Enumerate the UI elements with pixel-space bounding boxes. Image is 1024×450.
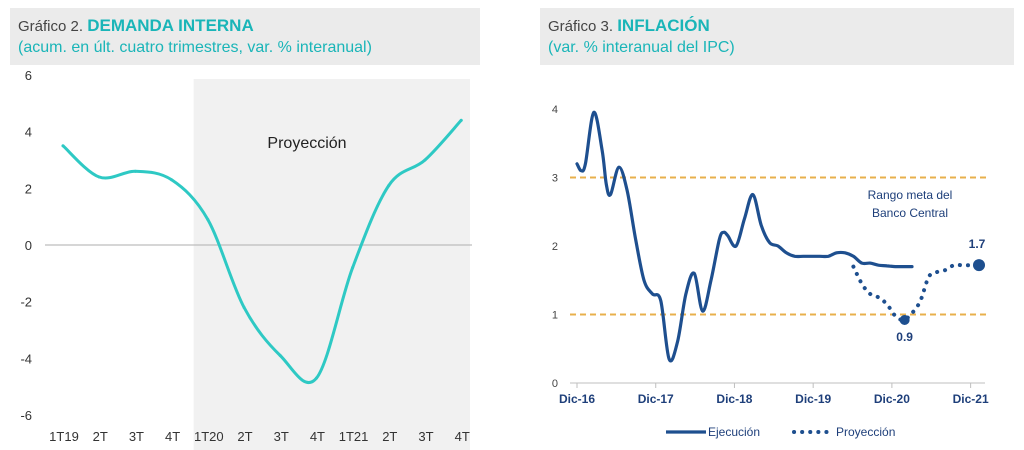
y-tick-label: 4 xyxy=(25,125,32,140)
y-tick-label: 1 xyxy=(552,310,558,322)
target-band-label-line1: Rango meta del xyxy=(868,188,953,202)
chart-subtitle: (acum. en últ. cuatro trimestres, var. %… xyxy=(18,39,372,56)
y-tick-label: 4 xyxy=(552,104,558,116)
data-point xyxy=(351,266,355,270)
data-point xyxy=(459,118,463,122)
y-tick-label: -4 xyxy=(20,351,32,366)
data-point xyxy=(61,144,65,148)
x-tick-label: 4T xyxy=(455,429,470,444)
y-tick-label: -6 xyxy=(20,408,32,423)
x-tick-label: Dic-16 xyxy=(559,392,595,406)
x-tick-label: 4T xyxy=(310,429,325,444)
projection-shade xyxy=(193,79,470,450)
x-tick-label: Dic-19 xyxy=(795,392,831,406)
chart-title-prefix: Gráfico 3. xyxy=(548,18,614,35)
data-point xyxy=(278,354,282,357)
x-tick-label: 1T19 xyxy=(49,429,79,444)
chart-header: Gráfico 2. DEMANDA INTERNA (acum. en últ… xyxy=(10,8,480,65)
y-tick-label: -2 xyxy=(20,295,32,310)
x-tick-label: Dic-20 xyxy=(874,392,910,406)
data-point xyxy=(387,184,391,187)
chart-title: Gráfico 3. INFLACIÓN xyxy=(548,16,1014,37)
y-tick-label: 2 xyxy=(552,241,558,253)
x-tick-label: 2T xyxy=(237,429,252,444)
data-point xyxy=(133,169,137,173)
chart-title-main: DEMANDA INTERNA xyxy=(87,16,254,35)
y-tick-label: 2 xyxy=(25,181,32,196)
min-point-marker xyxy=(899,314,910,325)
x-tick-label: 3T xyxy=(274,429,289,444)
chart-title-main: INFLACIÓN xyxy=(617,16,710,35)
projection-label: Proyección xyxy=(267,135,346,152)
x-tick-label: 2T xyxy=(93,429,108,444)
y-tick-label: 6 xyxy=(25,68,32,83)
chart-demanda-interna: Gráfico 2. DEMANDA INTERNA (acum. en últ… xyxy=(0,0,490,450)
x-tick-label: 4T xyxy=(165,429,180,444)
end-point-label: 1.7 xyxy=(969,237,986,251)
chart-title-prefix: Gráfico 2. xyxy=(18,18,84,35)
y-tick-label: 3 xyxy=(552,173,558,185)
data-point xyxy=(97,175,101,179)
x-tick-label: 2T xyxy=(382,429,397,444)
data-point xyxy=(423,158,427,162)
chart-inflacion: Gráfico 3. INFLACIÓN (var. % interanual … xyxy=(540,0,1024,450)
series-line-ejecucion xyxy=(575,110,914,363)
series-line-proyeccion xyxy=(851,262,981,323)
x-tick-label: Dic-18 xyxy=(716,392,752,406)
x-tick-label: 1T20 xyxy=(194,429,224,444)
legend-label-proyeccion: Proyección xyxy=(836,425,895,439)
chart-subtitle: (var. % interanual del IPC) xyxy=(548,39,735,56)
x-tick-label: Dic-21 xyxy=(953,392,989,406)
chart-title: Gráfico 2. DEMANDA INTERNA xyxy=(18,16,480,37)
y-tick-label: 0 xyxy=(552,378,558,390)
chart-plot: Dic-16 Dic-17 Dic-18 Dic-19 Dic-20 Dic-21 4 3 2 1… xyxy=(552,104,989,439)
x-tick-label: 3T xyxy=(418,429,433,444)
data-point xyxy=(314,376,318,380)
chart-header: Gráfico 3. INFLACIÓN (var. % interanual … xyxy=(540,8,1014,65)
y-tick-label: 0 xyxy=(25,238,32,253)
target-band-label-line2: Banco Central xyxy=(872,206,948,220)
x-tick-label: 3T xyxy=(129,429,144,444)
x-tick-label: 1T21 xyxy=(339,429,369,444)
min-point-label: 0.9 xyxy=(896,330,913,344)
data-point xyxy=(206,218,210,221)
data-point xyxy=(170,178,174,182)
legend-label-ejecucion: Ejecución xyxy=(708,425,760,439)
x-tick-label: Dic-17 xyxy=(638,392,674,406)
chart-plot: Proyección 6 4 2 0 -2 -4 -6 1T19 2T 3T 4T 1T20 2T 3T 4T… xyxy=(20,68,472,450)
end-point-marker xyxy=(973,259,985,272)
data-point xyxy=(242,305,246,309)
